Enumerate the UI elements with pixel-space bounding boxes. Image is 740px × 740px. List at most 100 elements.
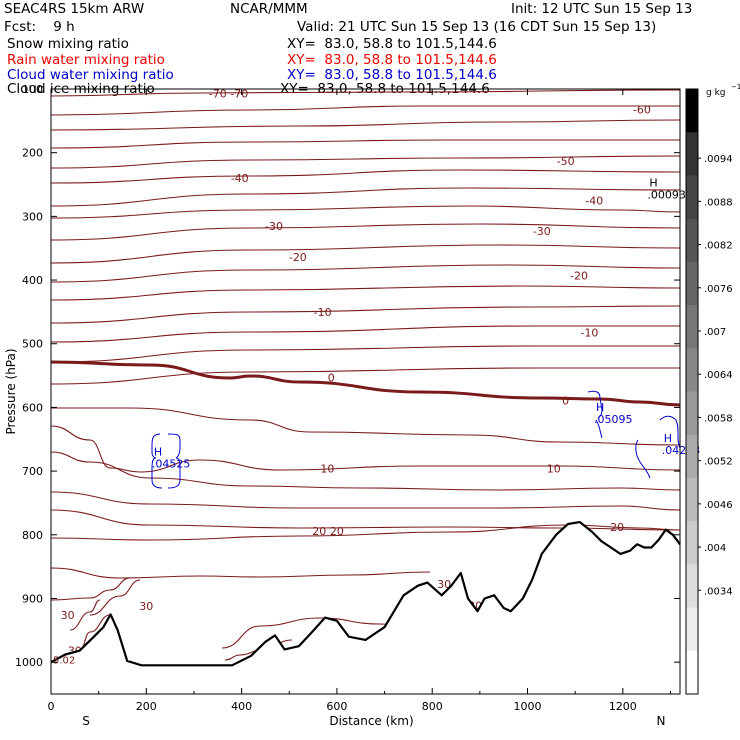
x-tick-label-4: 800 xyxy=(422,700,443,713)
temperature-contour-labels: -70 -70 -60 -50 -40 -40 -30 -30 -20 -20 -10 -10 0 0 10… xyxy=(61,87,651,657)
temperature-contour-line-16 xyxy=(51,407,681,446)
y-tick-label-2: 300 xyxy=(22,210,43,223)
plot-frame xyxy=(50,88,681,695)
x-tick-label-0: 0 xyxy=(48,700,55,713)
max-marker-h-1: H xyxy=(154,445,162,458)
x-tick-label-1: 200 xyxy=(136,700,157,713)
temperature-label-16: 20 xyxy=(312,525,326,538)
temperature-label-18: 20 xyxy=(610,521,624,534)
y-tick-label-8: 900 xyxy=(22,592,43,605)
x-tick-label-3: 600 xyxy=(326,700,347,713)
temperature-label-19: 30 xyxy=(139,600,153,613)
temperature-contour-line-12 xyxy=(50,305,681,324)
colorbar-swatch-7 xyxy=(686,391,698,436)
center-label: NCAR/MMM xyxy=(230,1,308,17)
y-tick-label-3: 400 xyxy=(22,274,43,287)
terrain-fill xyxy=(51,522,680,694)
max-value-0: .00093 xyxy=(647,189,686,202)
temperature-label-13: 0 xyxy=(562,394,569,407)
temperature-label-17: 20 xyxy=(330,525,344,538)
temperature-contour-line-6 xyxy=(50,187,681,207)
temperature-contour-line-14 xyxy=(50,345,680,363)
temperature-label-2: -60 xyxy=(633,103,651,116)
colorbar-label-8: .0046 xyxy=(704,500,733,511)
temperature-contour-line-25 xyxy=(69,599,101,631)
temperature-contour-line-9 xyxy=(50,244,681,264)
model-title: SEAC4RS 15km ARW xyxy=(4,1,145,17)
temperature-label-9: -20 xyxy=(570,270,588,283)
y-tick-label-7: 800 xyxy=(22,529,43,542)
temperature-contour-line-19 xyxy=(50,491,681,511)
colorbar-swatch-0 xyxy=(686,89,698,133)
colorbar-swatch-4 xyxy=(686,261,698,306)
max-marker-h-3: H xyxy=(664,432,672,445)
colorbar-swatch-9 xyxy=(686,477,698,522)
cloud-water-contour-2 xyxy=(587,390,603,419)
colorbar-label-4: .007 xyxy=(704,327,726,338)
colorbar-swatch-11 xyxy=(686,564,698,609)
x-tick-label-2: 400 xyxy=(231,700,252,713)
temperature-label-15: 10 xyxy=(547,463,561,476)
temperature-contours xyxy=(50,89,681,661)
temperature-label-8: -20 xyxy=(289,251,307,264)
colorbar-label-1: .0088 xyxy=(704,197,733,208)
temperature-label-1: -70 xyxy=(230,87,248,100)
temperature-label-11: -10 xyxy=(580,326,598,339)
temperature-contour-line-4 xyxy=(50,155,681,169)
temperature-contour-line-11 xyxy=(50,285,681,301)
temperature-contour-line-1 xyxy=(50,105,680,116)
field-xy-snow: XY= 83.0, 58.8 to 101.5,144.6 xyxy=(287,36,497,52)
colorbar-swatch-1 xyxy=(686,132,698,176)
valid-time: Valid: 21 UTC Sun 15 Sep 13 (16 CDT Sun … xyxy=(297,19,657,35)
colorbar-label-7: .0052 xyxy=(704,457,733,468)
temperature-label-23: 30 xyxy=(468,599,482,612)
y-tick-label-9: 1000 xyxy=(15,656,43,669)
temperature-contour-line-27 xyxy=(221,613,481,649)
field-xy-cloud-ice: XY= 83.0, 58.8 to 101.5,144.6 xyxy=(280,81,490,97)
colorbar-swatch-12 xyxy=(686,607,698,652)
x-tick-label-5: 1000 xyxy=(514,700,542,713)
colorbar-label-9: .004 xyxy=(704,543,726,554)
colorbar-label-5: .0064 xyxy=(704,370,733,381)
cloud-water-contour-4 xyxy=(635,439,651,479)
x-end-label-right: N xyxy=(657,714,666,728)
temperature-label-12: 0 xyxy=(328,371,335,384)
temperature-contour-line-2 xyxy=(50,119,681,131)
temperature-label-5: -40 xyxy=(585,194,603,207)
colorbar-swatch-3 xyxy=(686,218,698,263)
colorbar-unit: g kg xyxy=(706,88,726,98)
cloud-water-contour-1 xyxy=(167,433,181,489)
colorbar-label-0: .0094 xyxy=(704,154,733,165)
y-tick-label-5: 600 xyxy=(22,401,43,414)
cloud-water-contour-0 xyxy=(151,433,163,489)
colorbar-swatch-13 xyxy=(686,650,698,695)
temperature-contour-line-5 xyxy=(50,169,681,184)
temperature-label-10: -10 xyxy=(314,306,332,319)
forecast-hour: Fcst: 9 h xyxy=(4,19,75,35)
terrain-min-label: 5.02 xyxy=(53,655,75,666)
temperature-contour-line-28 xyxy=(224,639,293,661)
temperature-contour-line-24 xyxy=(89,579,141,616)
y-tick-label-4: 500 xyxy=(22,338,43,351)
temperature-label-7: -30 xyxy=(533,225,551,238)
field-xy-rain: XY= 83.0, 58.8 to 101.5,144.6 xyxy=(287,52,497,68)
y-tick-label-1: 200 xyxy=(22,147,43,160)
max-marker-h-2: H xyxy=(596,401,604,414)
temperature-label-22: 30 xyxy=(437,578,451,591)
x-tick-label-6: 1200 xyxy=(609,700,637,713)
colorbar-label-3: .0076 xyxy=(704,284,733,295)
x-axis-label: Distance (km) xyxy=(329,714,413,728)
temperature-label-6: -30 xyxy=(265,220,283,233)
colorbar-label-6: .0058 xyxy=(704,413,733,424)
temperature-contour-line-22 xyxy=(50,567,431,579)
field-xy-cloud-water: XY= 83.0, 58.8 to 101.5,144.6 xyxy=(287,67,497,83)
temperature-contour-line-18 xyxy=(50,451,681,491)
temperature-contour-line-23 xyxy=(50,577,131,601)
colorbar-swatch-8 xyxy=(686,434,698,479)
colorbar-frame xyxy=(685,88,699,695)
temperature-contour-line-15 xyxy=(50,367,680,385)
max-value-2: .05095 xyxy=(594,413,633,426)
